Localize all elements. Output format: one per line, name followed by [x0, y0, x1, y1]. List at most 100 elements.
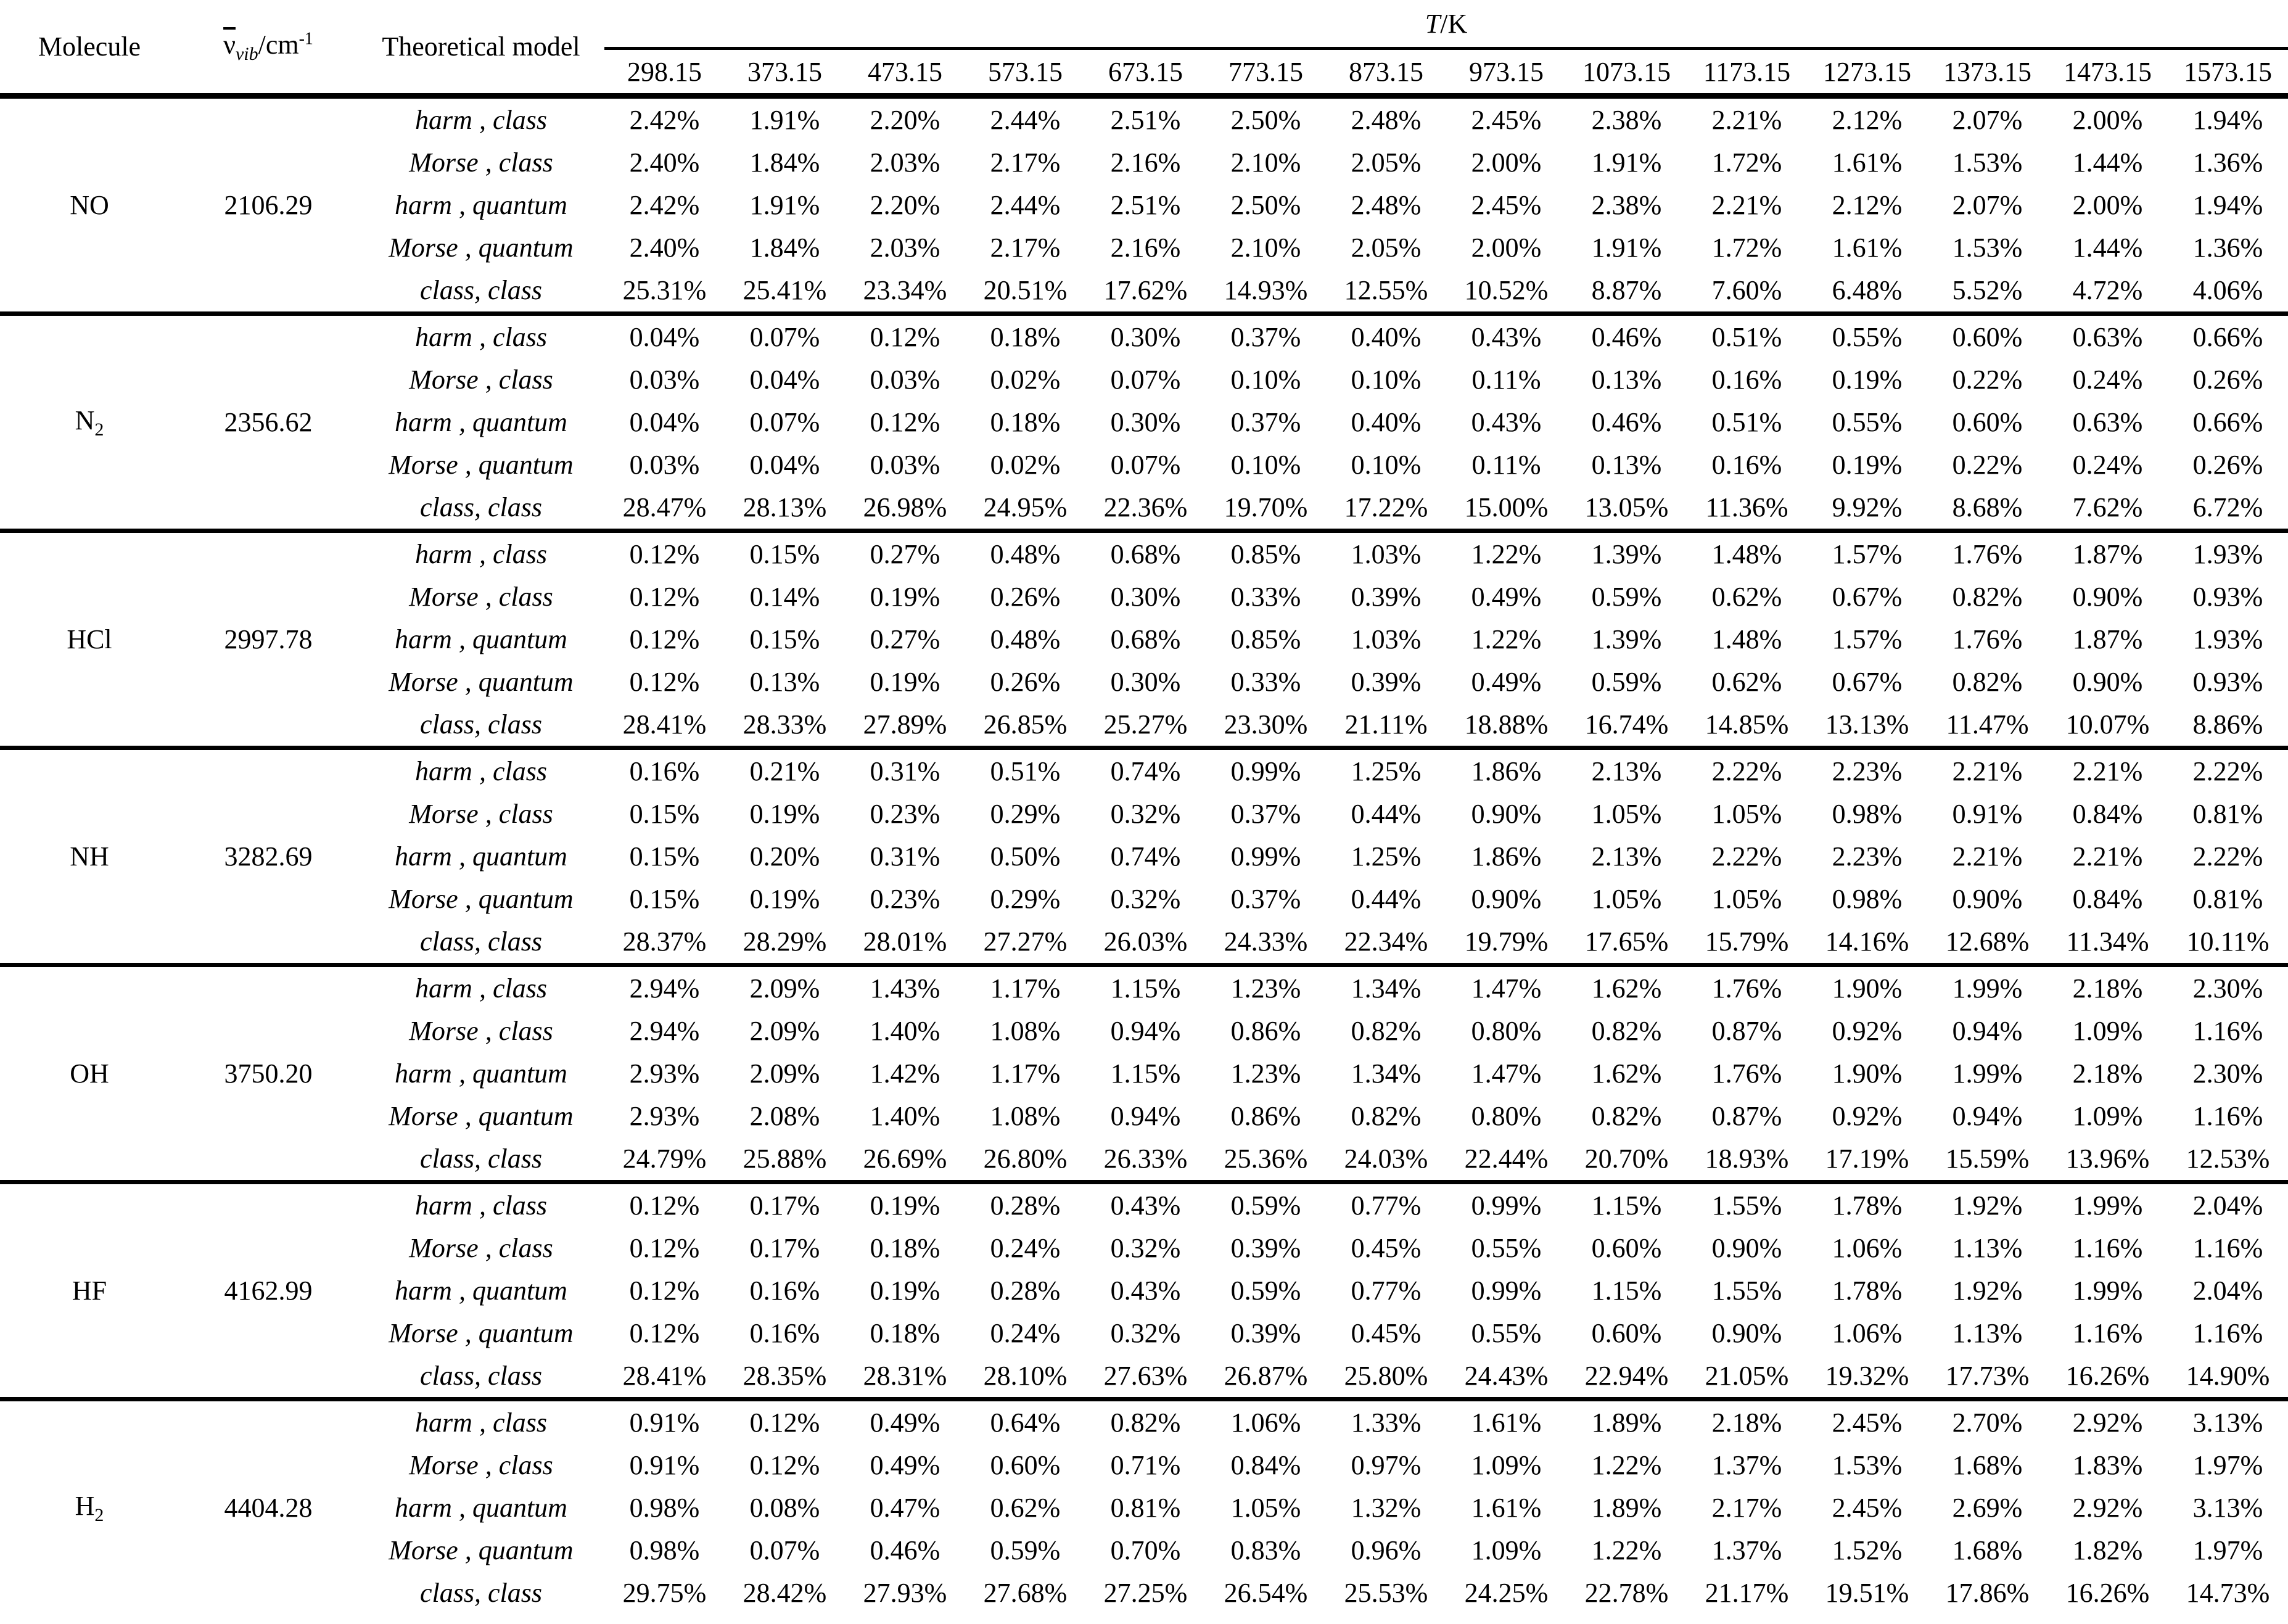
error-value: 0.32% [1110, 884, 1181, 914]
error-value: 2.13% [1591, 841, 1662, 872]
wavenumber-value: 3750.20 [179, 965, 358, 1184]
table-row: harm , quantum 0.12% 0.15% 0.27% 0.48% 0.68% 0… [0, 618, 2288, 661]
error-value: 1.92% [1952, 1190, 2023, 1221]
model-label: harm , class [415, 1190, 547, 1221]
error-value: 26.33% [1085, 1137, 1206, 1184]
error-value: 0.82% [1952, 667, 2023, 697]
error-value: 0.47% [870, 1493, 940, 1523]
error-value: 0.94% [1110, 1016, 1181, 1046]
error-value: 0.39% [1230, 1233, 1301, 1263]
error-value: 0.40% [1351, 322, 1422, 352]
model-label: Morse , quantum [389, 667, 574, 697]
error-value: 1.05% [1711, 799, 1782, 829]
error-value: 0.93% [2192, 582, 2263, 612]
table-row: Morse , class 2.40% 1.84% 2.03% 2.17% 2.16% 2.… [0, 141, 2288, 184]
error-value: 28.41% [604, 703, 725, 750]
error-value: 0.28% [990, 1276, 1061, 1306]
error-value: 0.87% [1711, 1101, 1782, 1131]
error-value: 0.19% [870, 1276, 940, 1306]
error-value: 1.13% [1952, 1318, 2023, 1348]
model-label: harm , quantum [395, 1276, 567, 1306]
error-value: 1.62% [1591, 973, 1662, 1004]
error-value: 1.97% [2192, 1535, 2263, 1565]
error-value: 1.15% [1110, 1058, 1181, 1089]
error-value: 25.41% [725, 269, 845, 316]
error-value: 1.17% [990, 973, 1061, 1004]
error-value: 2.21% [2072, 756, 2143, 786]
error-value: 0.86% [1230, 1016, 1301, 1046]
error-value: 1.25% [1351, 841, 1422, 872]
error-value: 3.13% [2192, 1493, 2263, 1523]
wavenumber-unit: /cm [258, 29, 299, 60]
error-value: 1.87% [2072, 624, 2143, 654]
model-label: harm , quantum [395, 190, 567, 220]
molecule-subscript: 2 [94, 1504, 104, 1525]
error-value: 2.00% [2072, 190, 2143, 220]
error-value: 0.10% [1351, 365, 1422, 395]
error-value: 1.05% [1230, 1493, 1301, 1523]
error-value: 2.21% [2072, 841, 2143, 872]
error-value: 1.34% [1351, 973, 1422, 1004]
error-value: 1.08% [990, 1016, 1061, 1046]
error-value: 0.07% [1110, 450, 1181, 480]
model-label: harm , class [415, 539, 547, 569]
table-row: HCl 2997.78 harm , class 0.12% 0.15% 0.27% 0.4… [0, 530, 2288, 750]
error-value: 0.12% [629, 1233, 700, 1263]
temperature-header: 673.15 [1085, 48, 1206, 99]
error-value: 26.87% [1206, 1354, 1326, 1401]
error-value: 2.42% [629, 190, 700, 220]
error-value: 0.60% [990, 1450, 1061, 1480]
model-label: Morse , class [409, 1016, 553, 1046]
error-value: 0.17% [749, 1190, 820, 1221]
error-value: 1.09% [1471, 1450, 1542, 1480]
wavenumber-exponent: -1 [298, 28, 313, 48]
error-value: 0.68% [1110, 539, 1181, 569]
error-value: 25.31% [604, 269, 725, 316]
error-value: 24.79% [604, 1137, 725, 1184]
model-label: harm , class [415, 973, 547, 1004]
error-value: 22.78% [1584, 1578, 1669, 1608]
error-value: 1.76% [1711, 973, 1782, 1004]
error-value: 0.27% [870, 624, 940, 654]
error-value: 2.21% [1711, 190, 1782, 220]
error-value: 1.92% [1952, 1276, 2023, 1306]
error-value: 2.48% [1351, 105, 1422, 135]
error-value: 0.48% [990, 624, 1061, 654]
error-value: 25.80% [1326, 1354, 1446, 1401]
error-value: 0.19% [749, 799, 820, 829]
error-value: 13.05% [1566, 486, 1687, 533]
model-label: class, class [358, 703, 604, 750]
error-value: 2.50% [1230, 105, 1301, 135]
model-label: Morse , quantum [389, 450, 574, 480]
error-value: 0.55% [1832, 322, 1903, 352]
error-value: 0.03% [870, 365, 940, 395]
error-value: 2.30% [2192, 973, 2263, 1004]
error-value: 24.33% [1206, 920, 1326, 967]
error-value: 2.16% [1110, 147, 1181, 178]
table-row: Morse , class 0.15% 0.19% 0.23% 0.29% 0.32% 0.… [0, 793, 2288, 835]
error-value: 0.94% [1952, 1016, 2023, 1046]
error-value: 2.69% [1952, 1493, 2023, 1523]
error-value: 2.94% [629, 1016, 700, 1046]
temperature-header: 1473.15 [2047, 48, 2168, 99]
molecule-name: OH [0, 965, 179, 1184]
error-value: 0.23% [870, 884, 940, 914]
error-value: 4.72% [2047, 269, 2168, 316]
error-value: 0.51% [990, 756, 1061, 786]
error-value: 1.48% [1711, 539, 1782, 569]
error-value: 0.12% [629, 1190, 700, 1221]
error-value: 0.98% [1832, 799, 1903, 829]
error-value: 0.98% [629, 1493, 700, 1523]
table-row: Morse , quantum 0.12% 0.16% 0.18% 0.24% 0.32%… [0, 1312, 2288, 1354]
error-value: 0.93% [2192, 667, 2263, 697]
error-value: 28.33% [725, 703, 845, 750]
error-value: 1.16% [2192, 1016, 2263, 1046]
model-label: Morse , quantum [389, 1318, 574, 1348]
error-value: 1.52% [1832, 1535, 1903, 1565]
error-value: 28.47% [604, 486, 725, 533]
error-value: 1.61% [1832, 233, 1903, 263]
error-value: 0.43% [1471, 322, 1542, 352]
error-value: 29.75% [622, 1578, 707, 1608]
error-value: 1.47% [1471, 973, 1542, 1004]
error-value: 0.03% [870, 450, 940, 480]
